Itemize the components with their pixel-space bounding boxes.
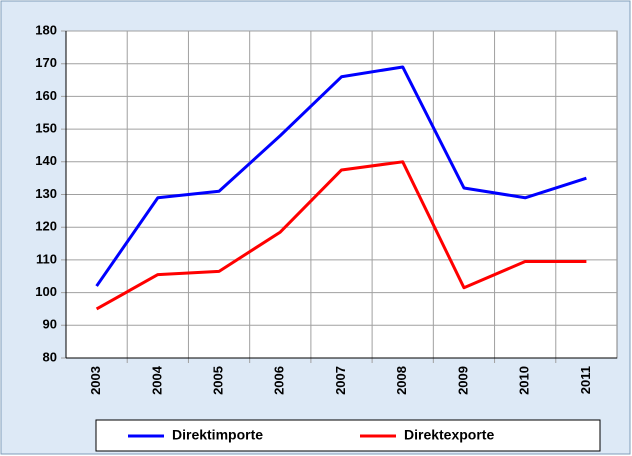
x-tick-label: 2009 (455, 366, 470, 395)
y-tick-label: 130 (35, 186, 57, 201)
x-tick-label: 2008 (394, 366, 409, 395)
data-line (95, 160, 587, 311)
legend-label: Direktexporte (404, 427, 494, 443)
legend-label: Direktimporte (172, 427, 263, 443)
y-tick-label: 180 (35, 22, 57, 37)
y-tick-label: 80 (43, 349, 57, 364)
y-tick-label: 170 (35, 55, 57, 70)
y-tick-label: 120 (35, 219, 57, 234)
x-tick-label: 2005 (210, 366, 225, 395)
x-tick-label: 2011 (578, 366, 593, 394)
y-tick-label: 150 (35, 121, 57, 136)
y-tick-label: 140 (35, 153, 57, 168)
data-line (95, 65, 587, 287)
y-tick-label: 100 (35, 284, 57, 299)
y-tick-label: 90 (43, 317, 57, 332)
y-tick-label: 110 (36, 251, 57, 266)
x-tick-label: 2004 (149, 365, 164, 395)
x-tick-label: 2003 (88, 366, 103, 395)
x-tick-label: 2007 (333, 366, 348, 395)
y-tick-label: 160 (35, 88, 57, 103)
x-tick-label: 2010 (517, 366, 532, 395)
x-tick-label: 2006 (272, 366, 287, 395)
legend-box (95, 419, 601, 452)
